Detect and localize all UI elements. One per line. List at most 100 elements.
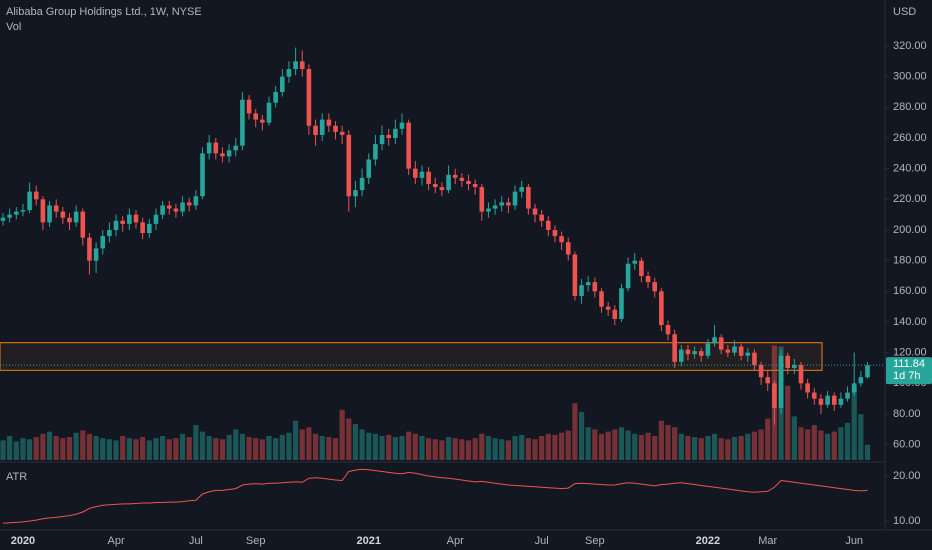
volume-bar: [638, 434, 644, 460]
volume-bar: [505, 440, 511, 460]
candle-body: [466, 180, 471, 184]
candle-body: [579, 285, 584, 296]
volume-bar: [665, 425, 671, 460]
candle-body: [812, 392, 817, 399]
y-tick-label: 260.00: [893, 132, 927, 144]
y-tick-label: 220.00: [893, 193, 927, 205]
candle-body: [40, 199, 46, 223]
volume-bar: [399, 436, 405, 460]
candle-body: [299, 61, 305, 69]
volume-bar: [0, 440, 6, 460]
volume-bar: [13, 441, 19, 460]
volume-bar: [459, 439, 465, 460]
candle-body: [486, 208, 491, 212]
volume-bar: [698, 438, 704, 460]
volume-bar: [625, 430, 631, 460]
candle-body: [772, 383, 777, 408]
candle-body: [140, 222, 145, 234]
candle-body: [20, 210, 26, 212]
volume-bar: [864, 444, 871, 460]
volume-bar: [66, 437, 73, 460]
candle-body: [100, 236, 106, 249]
candle-body: [180, 202, 185, 212]
volume-bar: [133, 439, 139, 460]
candle-body: [659, 291, 664, 326]
volume-bar: [53, 436, 59, 460]
atr-tick-label: 10.00: [893, 515, 921, 527]
volume-bar: [339, 409, 345, 460]
x-tick-label: Apr: [107, 535, 124, 547]
candle-body: [539, 214, 544, 221]
candle-body: [419, 171, 425, 178]
candle-body: [778, 355, 784, 408]
candle-body: [200, 153, 205, 197]
candle-body: [738, 346, 744, 356]
candle-body: [426, 171, 431, 184]
volume-bar: [259, 439, 265, 460]
volume-bar: [539, 436, 545, 460]
candle-body: [705, 343, 711, 356]
volume-bar: [226, 434, 232, 460]
candle-body: [645, 276, 651, 283]
candle-body: [246, 99, 252, 114]
volume-bar: [20, 438, 26, 460]
candle-body: [805, 383, 810, 393]
volume-bar: [273, 438, 279, 460]
volume-bar: [266, 436, 272, 460]
candle-body: [260, 119, 265, 123]
x-tick-label: 2020: [11, 535, 35, 547]
volume-bar: [645, 432, 651, 460]
candle-body: [399, 122, 405, 129]
x-tick-label: 2022: [696, 535, 720, 547]
y-tick-label: 180.00: [893, 255, 927, 267]
volume-bar: [179, 433, 186, 460]
candle-body: [386, 134, 391, 138]
volume-bar: [439, 440, 445, 460]
volume-bar: [253, 438, 259, 460]
volume-bar: [685, 436, 691, 460]
volume-bar: [838, 427, 844, 460]
volume-bar: [100, 438, 106, 460]
volume-bar: [552, 434, 558, 460]
candle-body: [7, 214, 12, 218]
candle-body: [798, 364, 804, 384]
x-tick-label: Jun: [845, 535, 863, 547]
volume-bar: [545, 433, 551, 460]
candle-body: [127, 214, 132, 224]
candle-body: [147, 223, 152, 234]
volume-bar: [213, 438, 219, 460]
volume-bar: [718, 438, 724, 460]
candle-body: [166, 205, 172, 209]
volume-bar: [93, 436, 99, 460]
volume-bar: [386, 434, 392, 460]
volume-bar: [858, 414, 864, 460]
candle-body: [280, 76, 285, 92]
volume-bar: [785, 385, 791, 460]
candle-body: [512, 191, 518, 206]
volume-bar: [406, 431, 412, 460]
candle-body: [492, 205, 498, 209]
candle-body: [851, 383, 857, 393]
y-tick-label: 320.00: [893, 40, 927, 52]
candle-body: [758, 364, 764, 378]
volume-bar: [166, 439, 172, 460]
volume-bar: [632, 433, 638, 460]
volume-bar: [751, 431, 758, 460]
volume-bar: [219, 439, 226, 460]
volume-bar: [60, 438, 66, 460]
volume-bar: [844, 422, 851, 460]
volume-bar: [246, 437, 252, 460]
volume-bar: [206, 436, 212, 460]
candle-body: [665, 325, 671, 335]
candle-body: [206, 142, 212, 154]
x-tick-label: Apr: [447, 535, 464, 547]
candle-body: [585, 282, 591, 286]
candle-body: [333, 125, 338, 132]
volume-bar: [73, 432, 79, 460]
volume-bar: [146, 440, 152, 460]
volume-bar: [738, 436, 744, 460]
volume-bar: [412, 433, 418, 460]
volume-bar: [186, 437, 192, 460]
candle-body: [439, 187, 445, 191]
candle-body: [133, 214, 139, 223]
